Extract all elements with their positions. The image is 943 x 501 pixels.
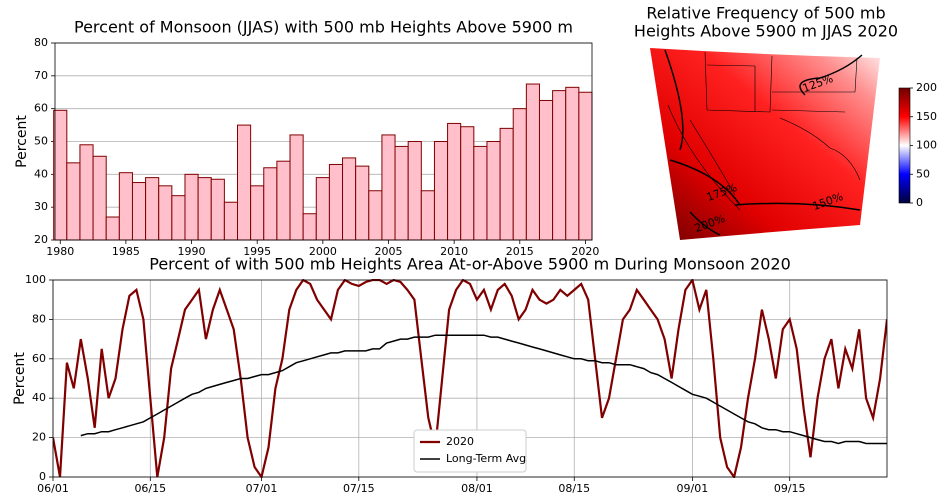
y-tick-label: 80 — [34, 36, 48, 49]
bar — [328, 163, 344, 241]
contour — [664, 49, 863, 236]
bar — [223, 201, 239, 241]
map-title: Relative Frequency of 500 mb — [646, 4, 885, 23]
bar — [486, 141, 501, 241]
bar — [171, 195, 186, 241]
y-axis-label: Percent — [14, 115, 30, 168]
bar — [355, 165, 370, 241]
bar — [473, 145, 488, 241]
x-tick-label: 07/01 — [246, 482, 278, 495]
colorbar-tick-label: 50 — [916, 167, 930, 180]
bar — [433, 141, 449, 241]
y-tick-label: 20 — [34, 233, 48, 246]
bar — [53, 109, 68, 241]
x-tick-label: 09/15 — [774, 482, 806, 495]
plot-frame — [54, 42, 593, 241]
bar — [118, 172, 133, 241]
bar — [538, 99, 554, 241]
bar — [342, 157, 357, 241]
x-tick-label: 2020 — [571, 245, 599, 258]
y-tick-label: 60 — [34, 102, 48, 115]
legend-label: Long-Term Avg — [446, 452, 526, 465]
y-tick-label: 40 — [34, 167, 48, 180]
y-axis-label: Percent — [12, 352, 28, 405]
x-tick-label: 08/15 — [558, 482, 590, 495]
x-tick-label: 2010 — [440, 245, 468, 258]
bar — [460, 126, 475, 241]
x-tick-label: 09/01 — [677, 482, 709, 495]
y-tick-label: 30 — [34, 200, 48, 213]
bar — [499, 127, 514, 241]
bar — [184, 173, 199, 241]
bar — [407, 141, 422, 241]
bar — [158, 185, 173, 241]
x-tick-label: 06/15 — [134, 482, 166, 495]
bar — [263, 167, 278, 241]
bar — [131, 182, 147, 241]
y-tick-label: 40 — [32, 391, 46, 404]
bar — [302, 213, 317, 241]
bar — [525, 83, 540, 241]
bar — [210, 178, 225, 241]
legend-label: 2020 — [446, 435, 474, 448]
colorbar-tick-label: 200 — [916, 81, 937, 94]
bar — [394, 145, 409, 241]
bar — [447, 122, 462, 241]
map-field — [650, 48, 880, 240]
bar — [92, 155, 107, 241]
x-tick-label: 1995 — [243, 245, 271, 258]
bar — [79, 144, 94, 241]
bar — [420, 190, 435, 241]
bar — [145, 177, 160, 241]
x-tick-label: 1990 — [178, 245, 206, 258]
x-tick-label: 2015 — [506, 245, 534, 258]
colorbar-tick-label: 100 — [916, 139, 937, 152]
y-tick-label: 0 — [39, 470, 46, 483]
bar — [368, 190, 383, 241]
y-tick-label: 100 — [25, 273, 46, 286]
bar — [552, 90, 567, 241]
legend-box — [413, 429, 527, 473]
bar — [237, 124, 252, 241]
y-tick-label: 20 — [32, 431, 46, 444]
bar — [578, 91, 593, 241]
x-tick-label: 1985 — [112, 245, 140, 258]
plot-frame — [52, 279, 888, 478]
colorbar-tick-label: 150 — [916, 110, 937, 123]
x-tick-label: 2005 — [374, 245, 402, 258]
chart-title: Percent of with 500 mb Heights Area At-o… — [149, 255, 791, 274]
bar — [276, 160, 291, 241]
x-tick-label: 08/01 — [461, 482, 493, 495]
bar — [105, 216, 120, 241]
bar — [565, 86, 580, 241]
bar — [66, 162, 81, 241]
y-tick-label: 50 — [34, 135, 48, 148]
bar — [315, 177, 330, 241]
map-title: Heights Above 5900 m JJAS 2020 — [634, 22, 898, 41]
y-tick-label: 70 — [34, 69, 48, 82]
x-tick-label: 06/01 — [37, 482, 69, 495]
line-series — [80, 334, 887, 445]
colorbar — [898, 87, 911, 204]
bar — [250, 185, 265, 241]
chart-title: Percent of Monsoon (JJAS) with 500 mb He… — [74, 18, 573, 37]
bar — [381, 134, 396, 241]
line-series — [53, 279, 887, 478]
x-tick-label: 07/15 — [343, 482, 375, 495]
x-tick-label: 2000 — [309, 245, 337, 258]
bar — [512, 108, 527, 241]
y-tick-label: 60 — [32, 352, 46, 365]
y-tick-label: 80 — [32, 312, 46, 325]
bar — [197, 177, 212, 241]
colorbar-tick-label: 0 — [916, 196, 923, 209]
coastline — [667, 104, 861, 211]
state-borders — [704, 51, 858, 113]
bar — [289, 134, 304, 241]
x-tick-label: 1980 — [46, 245, 74, 258]
